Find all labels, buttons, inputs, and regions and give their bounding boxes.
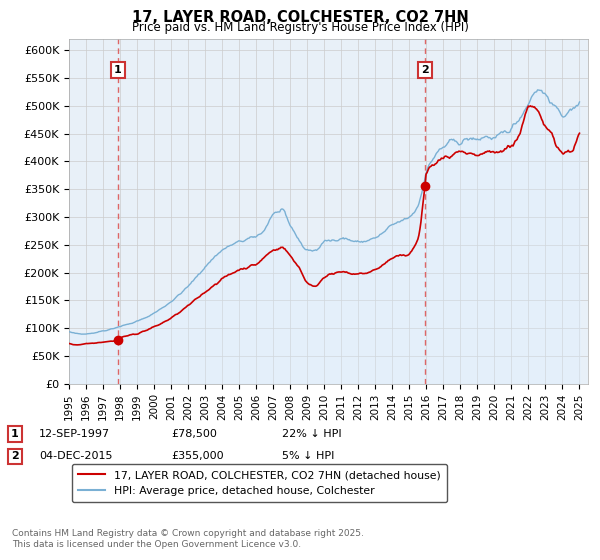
Text: 17, LAYER ROAD, COLCHESTER, CO2 7HN: 17, LAYER ROAD, COLCHESTER, CO2 7HN — [131, 10, 469, 25]
Text: 1: 1 — [114, 65, 122, 74]
Text: 04-DEC-2015: 04-DEC-2015 — [39, 451, 113, 461]
Text: Contains HM Land Registry data © Crown copyright and database right 2025.
This d: Contains HM Land Registry data © Crown c… — [12, 529, 364, 549]
Text: 2: 2 — [421, 65, 429, 74]
Text: 22% ↓ HPI: 22% ↓ HPI — [282, 429, 341, 439]
Text: 2: 2 — [11, 451, 19, 461]
Legend: 17, LAYER ROAD, COLCHESTER, CO2 7HN (detached house), HPI: Average price, detach: 17, LAYER ROAD, COLCHESTER, CO2 7HN (det… — [72, 464, 448, 502]
Text: £355,000: £355,000 — [171, 451, 224, 461]
Text: £78,500: £78,500 — [171, 429, 217, 439]
Text: 12-SEP-1997: 12-SEP-1997 — [39, 429, 110, 439]
Text: Price paid vs. HM Land Registry's House Price Index (HPI): Price paid vs. HM Land Registry's House … — [131, 21, 469, 34]
Text: 5% ↓ HPI: 5% ↓ HPI — [282, 451, 334, 461]
Text: 1: 1 — [11, 429, 19, 439]
